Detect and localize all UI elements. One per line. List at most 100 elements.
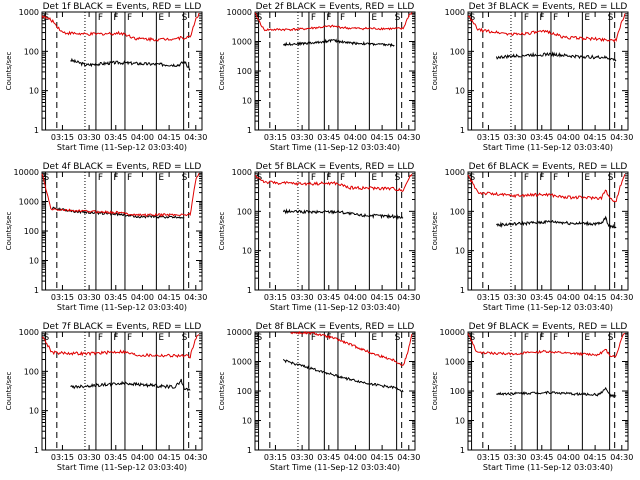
event-marker-label: S: [608, 13, 614, 23]
x-axis-label: Start Time (11-Sep-12 03:03:40): [57, 303, 187, 312]
y-tick-label: 10: [29, 87, 39, 96]
y-tick-label: 10: [455, 87, 465, 96]
plot-frame: [41, 171, 203, 291]
event-marker-label: S: [608, 173, 614, 183]
y-tick-label: 100: [450, 47, 465, 56]
x-tick-label: 03:15: [477, 453, 500, 462]
x-tick-label: 03:45: [317, 293, 340, 302]
y-tick-label: 10000: [227, 8, 252, 17]
plot-frame: [254, 171, 416, 291]
series-line-red: [467, 174, 626, 203]
x-tick-label: 04:30: [610, 293, 633, 302]
x-tick-label: 04:00: [344, 133, 367, 142]
x-tick-label: 04:00: [557, 293, 580, 302]
x-tick-label: 03:15: [51, 453, 74, 462]
x-axis-label: Start Time (11-Sep-12 03:03:40): [57, 143, 187, 152]
y-tick-label: 100: [24, 47, 39, 56]
y-tick-label: 100: [450, 207, 465, 216]
event-marker-label: E: [158, 333, 164, 343]
x-tick-label: 04:30: [184, 293, 207, 302]
event-marker-label: S: [470, 13, 476, 23]
y-tick-label: 100: [24, 227, 39, 236]
panel-det-3: Det 3f BLACK = Events, RED = LLD 1 10 100 10…: [431, 2, 633, 152]
event-marker-label: E: [371, 333, 377, 343]
x-tick-label: 04:30: [397, 453, 420, 462]
x-tick-label: 03:45: [104, 133, 127, 142]
event-marker-label: S: [395, 13, 401, 23]
panel-det-2: Det 2f BLACK = Events, RED = LLD 1 10 100 10…: [218, 2, 420, 152]
y-tick-label: 10: [29, 407, 39, 416]
y-tick-label: 10000: [14, 168, 39, 177]
event-marker-label: F: [340, 13, 345, 23]
y-tick-label: 100: [237, 67, 252, 76]
panel-title: Det 3f BLACK = Events, RED = LLD: [469, 2, 628, 12]
panel-det-4: Det 4f BLACK = Events, RED = LLD 1 10 100 10…: [5, 162, 207, 312]
y-axis-label: Counts/sec: [5, 212, 13, 251]
x-tick-label: 03:15: [51, 293, 74, 302]
x-tick-label: 04:15: [158, 453, 181, 462]
panel-title: Det 5f BLACK = Events, RED = LLD: [256, 162, 415, 172]
event-marker-label: F: [524, 333, 529, 343]
x-tick-label: 04:00: [131, 293, 154, 302]
event-marker-label: F: [127, 173, 132, 183]
event-marker-label: F: [539, 333, 544, 343]
x-tick-label: 04:15: [584, 453, 607, 462]
x-tick-label: 04:15: [371, 453, 394, 462]
event-marker-label: F: [539, 173, 544, 183]
x-tick-label: 03:15: [264, 133, 287, 142]
x-tick-label: 03:45: [317, 133, 340, 142]
series-line-black: [70, 57, 191, 72]
x-tick-label: 03:30: [78, 133, 101, 142]
event-marker-label: S: [182, 333, 188, 343]
y-tick-label: 10: [29, 257, 39, 266]
panel-title: Det 4f BLACK = Events, RED = LLD: [43, 162, 202, 172]
x-axis-label: Start Time (11-Sep-12 03:03:40): [57, 463, 187, 472]
y-tick-label: 10000: [440, 328, 465, 337]
x-tick-label: 04:15: [158, 293, 181, 302]
event-marker-label: E: [371, 173, 377, 183]
plot-frame: [41, 11, 203, 131]
y-tick-label: 1000: [445, 8, 465, 17]
x-tick-label: 04:30: [610, 133, 633, 142]
event-marker-label: F: [98, 13, 103, 23]
x-tick-label: 03:30: [504, 453, 527, 462]
series-line-black: [496, 386, 617, 399]
x-tick-label: 04:00: [131, 453, 154, 462]
series-line-red: [254, 173, 413, 193]
y-tick-label: 100: [24, 367, 39, 376]
event-marker-label: F: [326, 173, 331, 183]
y-tick-label: 1: [460, 446, 465, 455]
event-marker-label: F: [311, 173, 316, 183]
series-line-black: [70, 378, 191, 392]
event-marker-label: E: [158, 13, 164, 23]
event-marker-label: F: [553, 333, 558, 343]
y-tick-label: 10: [242, 417, 252, 426]
event-marker-label: F: [311, 333, 316, 343]
series-line-red: [41, 12, 200, 43]
event-marker-label: F: [539, 13, 544, 23]
x-tick-label: 04:15: [371, 293, 394, 302]
panel-title: Det 9f BLACK = Events, RED = LLD: [469, 322, 628, 332]
series-line-black: [282, 208, 404, 220]
panel-det-6: Det 6f BLACK = Events, RED = LLD 1 10 100 10…: [431, 162, 633, 312]
event-marker-label: F: [127, 13, 132, 23]
event-marker-label: E: [584, 333, 590, 343]
y-tick-label: 100: [450, 387, 465, 396]
y-tick-label: 100: [237, 207, 252, 216]
event-marker-label: F: [553, 13, 558, 23]
x-tick-label: 03:30: [291, 293, 314, 302]
event-marker-label: S: [257, 333, 263, 343]
y-tick-label: 10: [455, 417, 465, 426]
event-marker-label: E: [371, 13, 377, 23]
event-marker-label: F: [113, 333, 118, 343]
x-tick-label: 03:15: [264, 293, 287, 302]
y-tick-label: 1: [460, 126, 465, 135]
panel-title: Det 7f BLACK = Events, RED = LLD: [43, 322, 202, 332]
y-tick-label: 1: [460, 286, 465, 295]
x-axis-label: Start Time (11-Sep-12 03:03:40): [270, 143, 400, 152]
x-tick-label: 03:30: [78, 453, 101, 462]
plot-frame: [467, 11, 629, 131]
y-axis-label: Counts/sec: [5, 52, 13, 91]
x-tick-label: 03:15: [477, 133, 500, 142]
